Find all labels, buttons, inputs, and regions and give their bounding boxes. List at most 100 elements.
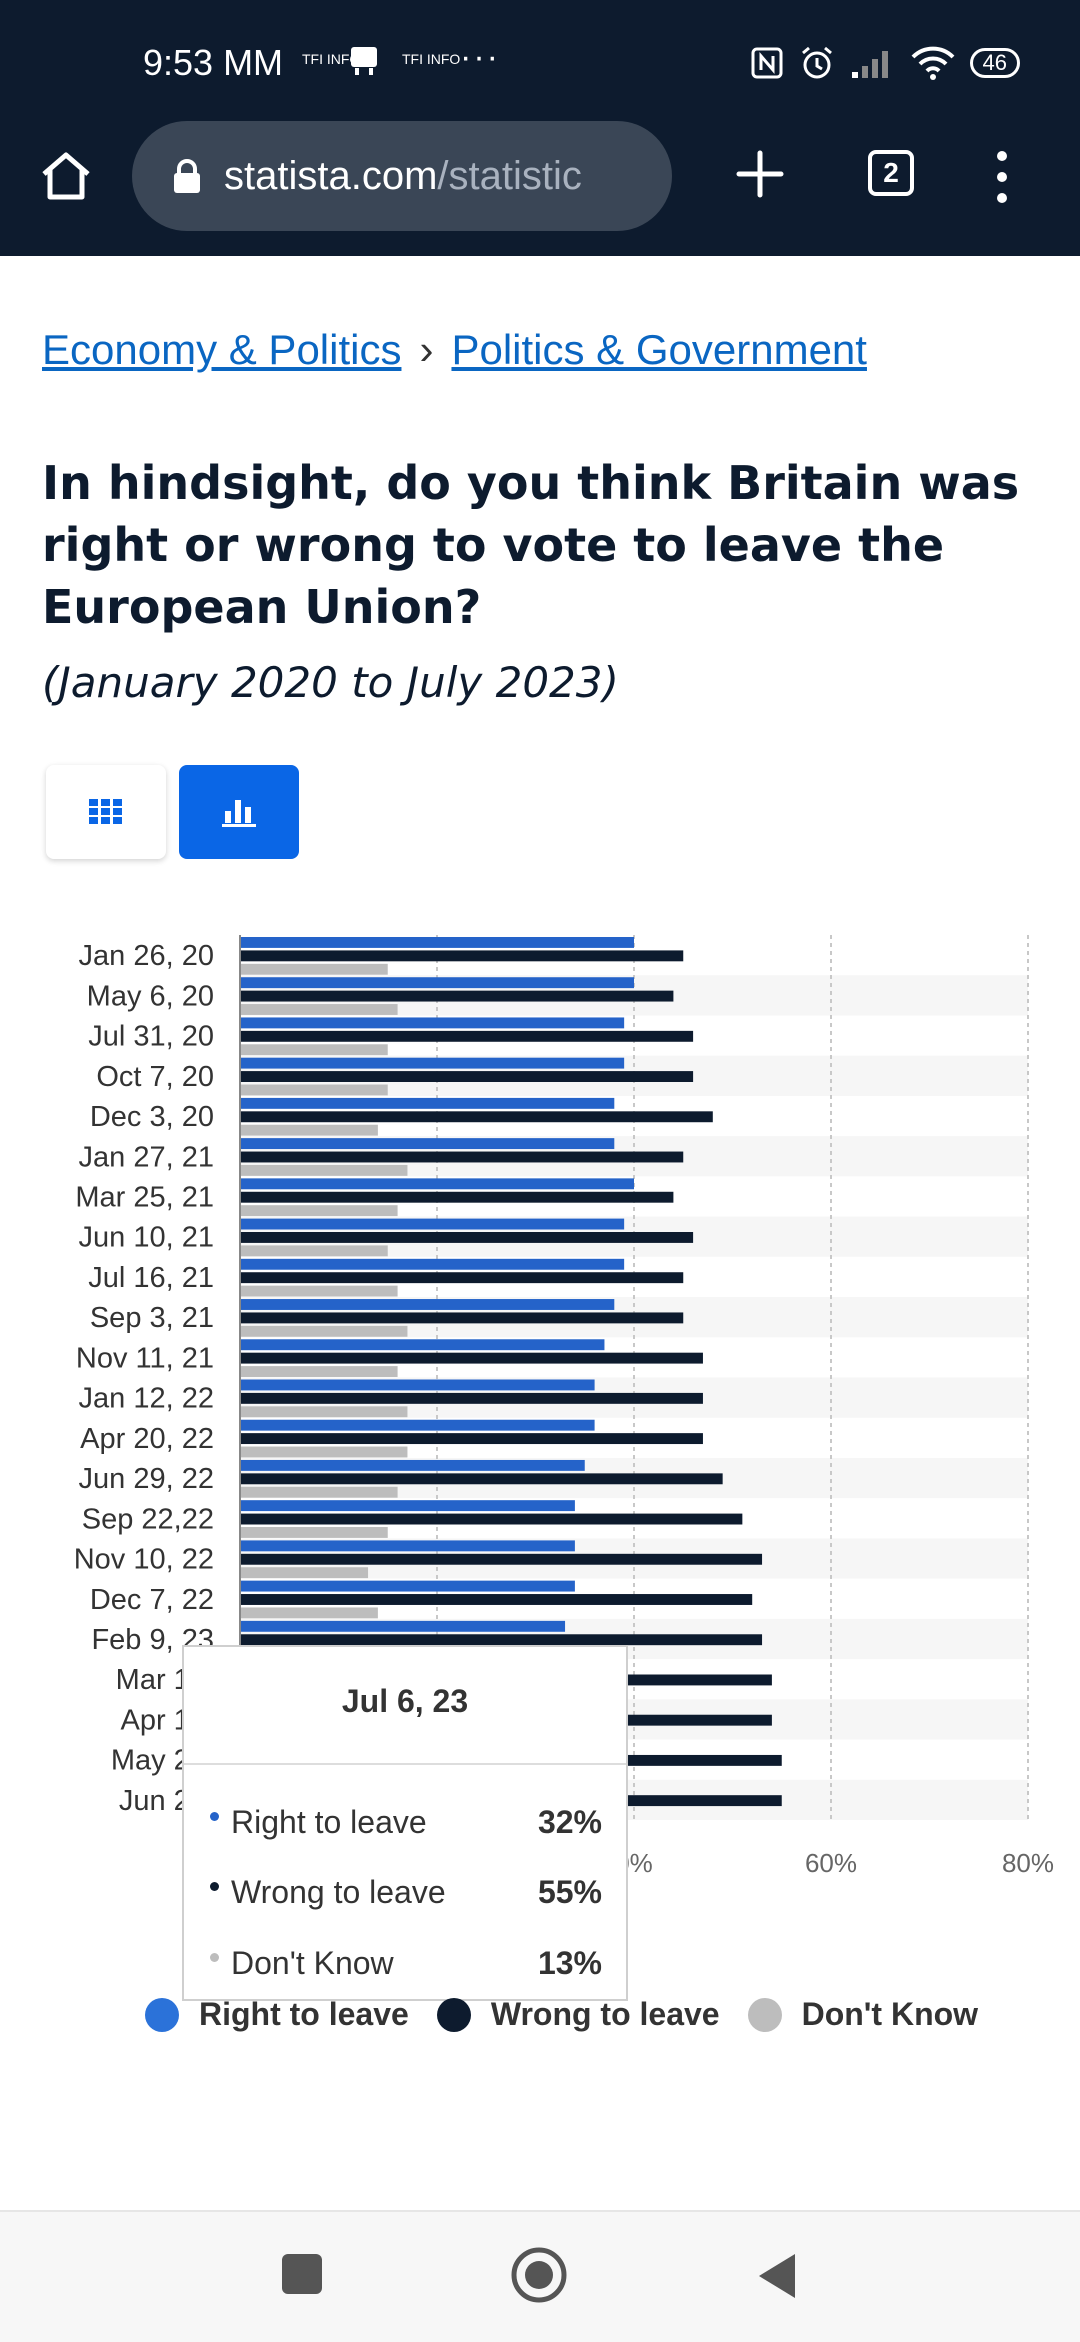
page-subtitle: (January 2020 to July 2023)	[42, 658, 619, 707]
x-axis-label: espondents	[633, 1896, 767, 1900]
bar-dont-know	[240, 1205, 398, 1216]
more-notifications-icon: ···	[460, 38, 500, 77]
notification-icon	[347, 44, 381, 78]
legend-item-dontknow[interactable]: Don't Know	[748, 1996, 978, 2033]
bar-right-to-leave	[240, 1621, 565, 1632]
y-tick-label: Nov 10, 22	[74, 1544, 214, 1576]
breadcrumb-economy-politics[interactable]: Economy & Politics	[42, 326, 401, 373]
legend-label-dontknow: Don't Know	[802, 1996, 978, 2033]
y-tick-label: May 6, 20	[87, 980, 214, 1012]
status-time: 9:53 MM	[143, 42, 283, 84]
chart-view-button[interactable]	[179, 765, 299, 859]
back-icon[interactable]	[755, 2252, 799, 2300]
system-navigation-bar	[0, 2210, 1080, 2342]
bar-right-to-leave	[240, 1500, 575, 1511]
legend-dot-right	[145, 1998, 179, 2032]
home-nav-icon[interactable]	[510, 2246, 568, 2304]
bar-wrong-to-leave	[240, 1634, 762, 1645]
bar-dont-know	[240, 1245, 388, 1256]
tooltip-row-wrong: Wrong to leave 55%	[210, 1874, 602, 1911]
y-tick-label: Nov 11, 21	[76, 1342, 214, 1374]
bar-dont-know	[240, 1326, 407, 1337]
bar-wrong-to-leave	[240, 1353, 703, 1364]
bar-right-to-leave	[240, 1219, 624, 1230]
table-view-button[interactable]	[46, 765, 166, 859]
new-tab-icon[interactable]	[736, 150, 784, 198]
bar-dont-know	[240, 1366, 398, 1377]
bar-dont-know	[240, 964, 388, 975]
tooltip-value-wrong: 55%	[538, 1874, 602, 1911]
url-domain: statista.com	[224, 154, 437, 198]
battery-icon: 46	[970, 48, 1020, 78]
bar-right-to-leave	[240, 1058, 624, 1069]
tooltip-value-dontknow: 13%	[538, 1945, 602, 1982]
breadcrumb: Economy & Politics › Politics & Government	[42, 326, 867, 374]
tooltip-value-right: 32%	[538, 1804, 602, 1841]
bar-wrong-to-leave	[240, 1393, 703, 1404]
legend-dot-dontknow	[748, 1998, 782, 2032]
tooltip-dot-wrong	[210, 1882, 219, 1891]
y-tick-label: Jan 12, 22	[79, 1383, 214, 1415]
bar-dont-know	[240, 1567, 368, 1578]
y-tick-label: Jun 10, 21	[79, 1222, 214, 1254]
tooltip-dot-right	[210, 1812, 219, 1821]
y-tick-label: Sep 3, 21	[90, 1302, 214, 1334]
legend-item-right[interactable]: Right to leave	[145, 1996, 409, 2033]
bar-right-to-leave	[240, 1259, 624, 1270]
bar-wrong-to-leave	[240, 1473, 723, 1484]
nfc-icon	[750, 46, 784, 80]
tab-switcher-button[interactable]: 2	[868, 150, 914, 196]
y-tick-label: Mar 25, 21	[75, 1181, 214, 1213]
info-badge-icon-2: TFI INFO	[402, 52, 460, 66]
y-tick-label: Jun 29, 22	[79, 1463, 214, 1495]
bar-right-to-leave	[240, 1178, 634, 1189]
legend-item-wrong[interactable]: Wrong to leave	[437, 1996, 720, 2033]
bar-dont-know	[240, 1085, 388, 1096]
tooltip-row-dontknow: Don't Know 13%	[210, 1945, 602, 1982]
bar-wrong-to-leave	[240, 991, 673, 1002]
tooltip-label-wrong: Wrong to leave	[231, 1874, 446, 1910]
address-bar[interactable]: statista.com/statistic	[132, 121, 672, 231]
bar-wrong-to-leave	[240, 1594, 752, 1605]
tooltip-label-dontknow: Don't Know	[231, 1945, 394, 1981]
signal-icon	[850, 46, 896, 80]
bar-chart-icon	[222, 797, 256, 827]
y-tick-label: Oct 7, 20	[96, 1061, 214, 1093]
legend-label-wrong: Wrong to leave	[491, 1996, 720, 2033]
tooltip-dot-dontknow	[210, 1953, 219, 1962]
bar-wrong-to-leave	[240, 1433, 703, 1444]
bar-wrong-to-leave	[240, 1192, 673, 1203]
tooltip-row-right: Right to leave 32%	[210, 1804, 602, 1841]
bar-dont-know	[240, 1527, 388, 1538]
bar-right-to-leave	[240, 1540, 575, 1551]
home-icon[interactable]	[40, 150, 92, 202]
y-tick-label: Jan 27, 21	[79, 1141, 214, 1173]
grid-icon	[89, 799, 123, 825]
browser-top-bar: 9:53 MM TFI INFO TFI INFO ··· 46 statist…	[0, 0, 1080, 256]
y-tick-label: Dec 3, 20	[90, 1101, 214, 1133]
bar-dont-know	[240, 1607, 378, 1618]
bar-dont-know	[240, 1044, 388, 1055]
bar-right-to-leave	[240, 1017, 624, 1028]
bar-wrong-to-leave	[240, 1312, 683, 1323]
overflow-menu-icon[interactable]	[990, 150, 1014, 204]
y-tick-label: Apr 20, 22	[80, 1423, 214, 1455]
bar-dont-know	[240, 1165, 407, 1176]
x-tick-label: 80%	[1002, 1848, 1054, 1878]
bar-right-to-leave	[240, 1420, 595, 1431]
bar-right-to-leave	[240, 1299, 614, 1310]
breadcrumb-politics-government[interactable]: Politics & Government	[451, 326, 867, 373]
recent-apps-icon[interactable]	[280, 2252, 324, 2296]
y-tick-label: Jan 26, 20	[79, 940, 214, 972]
tooltip-label-right: Right to leave	[231, 1804, 427, 1840]
bar-dont-know	[240, 1487, 398, 1498]
bar-right-to-leave	[240, 1138, 614, 1149]
bar-right-to-leave	[240, 1098, 614, 1109]
bar-wrong-to-leave	[240, 1232, 693, 1243]
page-title: In hindsight, do you think Britain was r…	[42, 452, 1042, 638]
bar-dont-know	[240, 1004, 398, 1015]
bar-wrong-to-leave	[240, 1272, 683, 1283]
x-tick-label: 60%	[805, 1848, 857, 1878]
y-tick-label: Jul 16, 21	[88, 1262, 214, 1294]
alarm-icon	[798, 44, 836, 82]
